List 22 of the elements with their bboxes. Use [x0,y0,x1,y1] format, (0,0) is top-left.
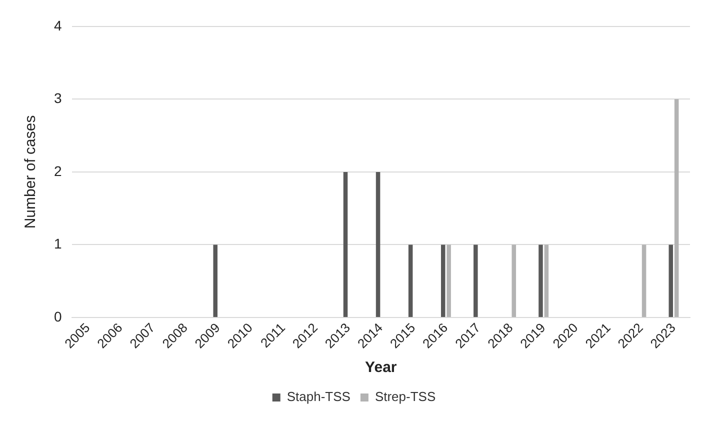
bar [213,244,218,318]
bar [538,244,543,318]
bar [544,244,549,318]
x-axis-title: Year [365,359,397,376]
y-tick-label: 1 [54,236,62,252]
bar [440,244,446,318]
bar [668,244,674,318]
legend-label: Strep-TSS [374,389,436,404]
bar [512,244,516,318]
bar [376,172,380,318]
y-tick-label: 2 [54,162,62,179]
bar [408,244,413,318]
y-tick-label: 3 [54,90,62,106]
y-tick-label: 4 [54,17,62,34]
bar [343,172,348,318]
bar [674,99,679,318]
y-axis-title: Number of cases [22,115,40,229]
y-tick-label: 0 [54,308,62,324]
bar [642,244,646,318]
legend-label: Staph-TSS [286,389,351,404]
bar [446,244,451,318]
bar [474,244,478,318]
